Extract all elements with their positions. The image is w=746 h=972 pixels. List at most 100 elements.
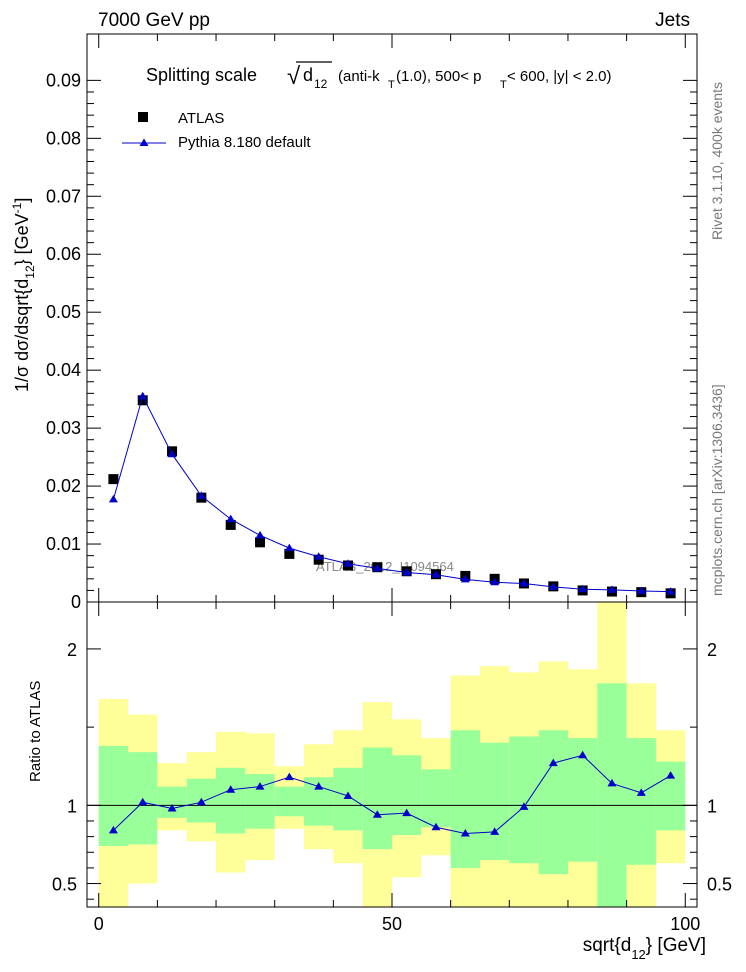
pythia-data-point bbox=[607, 585, 617, 593]
ratio-ytick-label-right: 0.5 bbox=[707, 875, 732, 895]
ratio-pythia-point bbox=[108, 825, 118, 834]
ratio-ylabel: Ratio to ATLAS bbox=[27, 681, 44, 782]
pythia-data-point bbox=[490, 577, 500, 586]
pythia-data-point bbox=[519, 578, 529, 587]
main-ytick-label: 0.04 bbox=[46, 360, 81, 380]
main-ylabel-a: 1/σ dσ/dsqrt{d bbox=[12, 279, 32, 392]
main-ytick-label: 0.06 bbox=[46, 244, 81, 264]
title-rest-1-sub: T bbox=[388, 79, 395, 91]
ratio-ytick-label-right: 1 bbox=[707, 796, 717, 816]
ratio-pythia-point bbox=[343, 791, 353, 799]
ratio-pythia-point bbox=[490, 827, 500, 835]
pythia-line bbox=[112, 394, 671, 593]
ratio-pythia-point bbox=[431, 822, 441, 831]
atlas-data-point bbox=[284, 548, 295, 559]
ratio-pythia-point bbox=[284, 772, 294, 781]
xlabel-sub: 12 bbox=[631, 947, 645, 962]
main-ytick-label: 0.02 bbox=[46, 476, 81, 496]
ratio-band-inner bbox=[509, 736, 539, 864]
ratio-band-inner bbox=[216, 767, 246, 834]
main-axis-ticks: 0 0.01 0.02 0.03 0.04 0.05 0.06 0.07 0.08 0.09 bbox=[46, 34, 697, 612]
ratio-series bbox=[87, 750, 697, 837]
main-ylabel-sub: 12 bbox=[23, 265, 37, 279]
ratio-band-inner bbox=[597, 683, 627, 907]
ratio-plot: 0.5 0.5 1 1 2 2 0 50 100 bbox=[52, 601, 732, 934]
ratio-pythia-point bbox=[519, 802, 529, 810]
ratio-pythia-point bbox=[402, 808, 412, 817]
pythia-data-point bbox=[226, 514, 236, 523]
xlabel: sqrt{d12} [GeV] bbox=[583, 935, 706, 962]
ratio-pythia-point bbox=[578, 750, 588, 759]
pythia-data-point bbox=[255, 530, 265, 539]
ratio-ytick-label-right: 2 bbox=[707, 640, 717, 660]
ratio-ytick-label: 0.5 bbox=[52, 875, 77, 895]
ratio-band-inner bbox=[421, 769, 451, 828]
ratio-xtick-label: 50 bbox=[382, 914, 402, 934]
plot-title: Splitting scale √ d 12 (anti-k T (1.0), … bbox=[146, 61, 612, 91]
pythia-data-point bbox=[402, 567, 412, 576]
legend-mc-marker bbox=[139, 138, 149, 146]
ratio-pythia-point bbox=[226, 785, 236, 793]
ratio-pythia-point bbox=[372, 810, 382, 818]
ratio-pythia-point bbox=[167, 803, 177, 812]
ratio-band-inner bbox=[157, 786, 187, 818]
main-ytick-label: 0.09 bbox=[46, 70, 81, 90]
pythia-data-point bbox=[666, 587, 676, 595]
pythia-data-point bbox=[167, 449, 177, 458]
pythia-data-point bbox=[460, 574, 470, 583]
legend: ATLAS Pythia 8.180 default bbox=[122, 110, 311, 151]
pythia-data-point bbox=[314, 552, 324, 560]
ratio-axis-ticks: 0.5 0.5 1 1 2 2 0 50 100 bbox=[52, 602, 732, 934]
ratio-bands bbox=[98, 602, 686, 907]
main-ytick-label: 0.07 bbox=[46, 186, 81, 206]
header-left: 7000 GeV pp bbox=[98, 10, 210, 31]
ratio-pythia-point bbox=[138, 797, 148, 806]
ratio-band-inner bbox=[567, 738, 598, 862]
legend-atlas-label: ATLAS bbox=[178, 110, 224, 127]
ratio-pythia-point bbox=[548, 758, 558, 767]
title-root-symbol: √ bbox=[287, 63, 301, 90]
pythia-data-point bbox=[372, 563, 382, 572]
pythia-data-point bbox=[431, 570, 441, 578]
main-ylabel-b: } [GeV bbox=[12, 213, 32, 265]
ratio-pythia-line bbox=[113, 754, 671, 834]
main-plot: 0 0.01 0.02 0.03 0.04 0.05 0.06 0.07 0.08 0.09 AT… bbox=[46, 33, 698, 612]
atlas-data-point bbox=[255, 537, 266, 548]
ratio-pythia-point bbox=[666, 771, 676, 779]
source-label: mcplots.cern.ch [arXiv:1306.3436] bbox=[709, 384, 725, 596]
main-ytick-label: 0.08 bbox=[46, 128, 81, 148]
ratio-pythia-point bbox=[607, 778, 617, 787]
header-right: Jets bbox=[655, 10, 690, 31]
title-var: d bbox=[303, 65, 313, 85]
title-rest-2-sub: T bbox=[500, 79, 507, 91]
pythia-data-point bbox=[636, 586, 646, 594]
ratio-band-inner bbox=[333, 767, 363, 831]
title-var-sub: 12 bbox=[314, 77, 328, 91]
ratio-band-inner bbox=[626, 738, 656, 865]
pythia-data-point bbox=[548, 582, 558, 590]
pythia-data-point bbox=[578, 584, 588, 593]
ratio-pythia-point bbox=[314, 782, 324, 790]
ratio-band-inner bbox=[450, 730, 480, 868]
atlas-data-point bbox=[108, 474, 119, 485]
legend-mc-label: Pythia 8.180 default bbox=[178, 134, 311, 151]
ratio-ytick-label: 2 bbox=[67, 640, 77, 660]
title-rest-1: (anti-k bbox=[338, 68, 380, 85]
ratio-pythia-point bbox=[460, 828, 470, 837]
title-rest-3: < 600, |y| < 2.0) bbox=[507, 68, 612, 85]
pythia-data-point bbox=[138, 391, 148, 400]
legend-atlas-marker bbox=[138, 112, 148, 122]
pythia-data-point bbox=[343, 559, 353, 567]
ratio-pythia-point bbox=[196, 797, 206, 806]
ratio-pythia-point bbox=[636, 788, 646, 796]
ratio-xtick-label: 100 bbox=[670, 914, 700, 934]
pythia-data-point bbox=[284, 543, 294, 552]
main-series bbox=[108, 391, 676, 599]
pythia-data-point bbox=[196, 491, 206, 499]
xlabel-b: } [GeV] bbox=[646, 935, 706, 956]
rivet-label: Rivet 3.1.10, 400k events bbox=[709, 82, 725, 240]
main-ylabel-sup: -1 bbox=[10, 202, 24, 213]
main-ytick-label: 0.03 bbox=[46, 418, 81, 438]
ratio-band-inner bbox=[392, 755, 422, 836]
main-ytick-label: 0.01 bbox=[46, 534, 81, 554]
